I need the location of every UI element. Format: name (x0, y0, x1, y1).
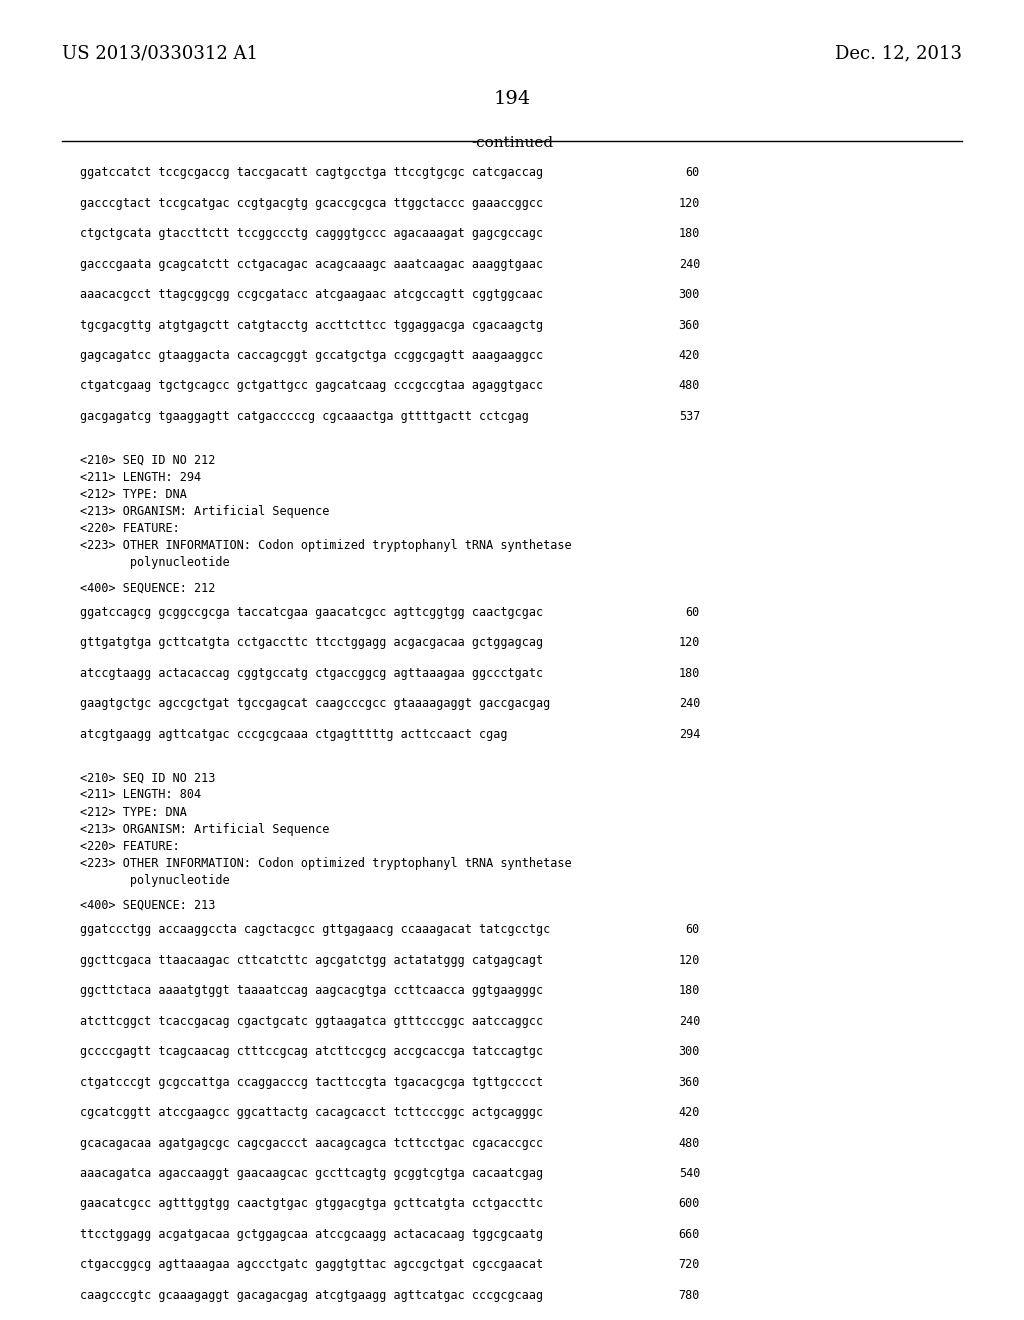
Text: <213> ORGANISM: Artificial Sequence: <213> ORGANISM: Artificial Sequence (80, 822, 330, 836)
Text: 60: 60 (686, 924, 700, 936)
Text: 780: 780 (679, 1288, 700, 1302)
Text: gccccgagtt tcagcaacag ctttccgcag atcttccgcg accgcaccga tatccagtgc: gccccgagtt tcagcaacag ctttccgcag atcttcc… (80, 1045, 543, 1059)
Text: 294: 294 (679, 727, 700, 741)
Text: 480: 480 (679, 1137, 700, 1150)
Text: Dec. 12, 2013: Dec. 12, 2013 (835, 45, 962, 63)
Text: ctgatcgaag tgctgcagcc gctgattgcc gagcatcaag cccgccgtaa agaggtgacc: ctgatcgaag tgctgcagcc gctgattgcc gagcatc… (80, 379, 543, 392)
Text: <212> TYPE: DNA: <212> TYPE: DNA (80, 805, 186, 818)
Text: <210> SEQ ID NO 212: <210> SEQ ID NO 212 (80, 454, 215, 467)
Text: atcgtgaagg agttcatgac cccgcgcaaa ctgagtttttg acttccaact cgag: atcgtgaagg agttcatgac cccgcgcaaa ctgagtt… (80, 727, 508, 741)
Text: gagcagatcc gtaaggacta caccagcggt gccatgctga ccggcgagtt aaagaaggcc: gagcagatcc gtaaggacta caccagcggt gccatgc… (80, 348, 543, 362)
Text: gacccgaata gcagcatctt cctgacagac acagcaaagc aaatcaagac aaaggtgaac: gacccgaata gcagcatctt cctgacagac acagcaa… (80, 257, 543, 271)
Text: 420: 420 (679, 348, 700, 362)
Text: 120: 120 (679, 197, 700, 210)
Text: ggcttcgaca ttaacaagac cttcatcttc agcgatctgg actatatggg catgagcagt: ggcttcgaca ttaacaagac cttcatcttc agcgatc… (80, 954, 543, 968)
Text: ggatccagcg gcggccgcga taccatcgaa gaacatcgcc agttcggtgg caactgcgac: ggatccagcg gcggccgcga taccatcgaa gaacatc… (80, 606, 543, 619)
Text: polynucleotide: polynucleotide (80, 556, 229, 569)
Text: atcttcggct tcaccgacag cgactgcatc ggtaagatca gtttcccggc aatccaggcc: atcttcggct tcaccgacag cgactgcatc ggtaaga… (80, 1015, 543, 1028)
Text: 360: 360 (679, 318, 700, 331)
Text: aaacacgcct ttagcggcgg ccgcgatacc atcgaagaac atcgccagtt cggtggcaac: aaacacgcct ttagcggcgg ccgcgatacc atcgaag… (80, 288, 543, 301)
Text: ctgctgcata gtaccttctt tccggccctg cagggtgccc agacaaagat gagcgccagc: ctgctgcata gtaccttctt tccggccctg cagggtg… (80, 227, 543, 240)
Text: 180: 180 (679, 985, 700, 998)
Text: cgcatcggtt atccgaagcc ggcattactg cacagcacct tcttcccggc actgcagggc: cgcatcggtt atccgaagcc ggcattactg cacagca… (80, 1106, 543, 1119)
Text: tgcgacgttg atgtgagctt catgtacctg accttcttcc tggaggacga cgacaagctg: tgcgacgttg atgtgagctt catgtacctg accttct… (80, 318, 543, 331)
Text: 720: 720 (679, 1258, 700, 1271)
Text: 240: 240 (679, 1015, 700, 1028)
Text: <223> OTHER INFORMATION: Codon optimized tryptophanyl tRNA synthetase: <223> OTHER INFORMATION: Codon optimized… (80, 857, 571, 870)
Text: 240: 240 (679, 697, 700, 710)
Text: caagcccgtc gcaaagaggt gacagacgag atcgtgaagg agttcatgac cccgcgcaag: caagcccgtc gcaaagaggt gacagacgag atcgtga… (80, 1288, 543, 1302)
Text: ctgaccggcg agttaaagaa agccctgatc gaggtgttac agccgctgat cgccgaacat: ctgaccggcg agttaaagaa agccctgatc gaggtgt… (80, 1258, 543, 1271)
Text: <400> SEQUENCE: 212: <400> SEQUENCE: 212 (80, 581, 215, 594)
Text: polynucleotide: polynucleotide (80, 874, 229, 887)
Text: 360: 360 (679, 1076, 700, 1089)
Text: ggatccctgg accaaggccta cagctacgcc gttgagaacg ccaaagacat tatcgcctgc: ggatccctgg accaaggccta cagctacgcc gttgag… (80, 924, 550, 936)
Text: 180: 180 (679, 667, 700, 680)
Text: -continued: -continued (471, 136, 553, 150)
Text: gttgatgtga gcttcatgta cctgaccttc ttcctggagg acgacgacaa gctggagcag: gttgatgtga gcttcatgta cctgaccttc ttcctgg… (80, 636, 543, 649)
Text: <220> FEATURE:: <220> FEATURE: (80, 840, 180, 853)
Text: atccgtaagg actacaccag cggtgccatg ctgaccggcg agttaaagaa ggccctgatc: atccgtaagg actacaccag cggtgccatg ctgaccg… (80, 667, 543, 680)
Text: 540: 540 (679, 1167, 700, 1180)
Text: <213> ORGANISM: Artificial Sequence: <213> ORGANISM: Artificial Sequence (80, 506, 330, 517)
Text: 480: 480 (679, 379, 700, 392)
Text: <210> SEQ ID NO 213: <210> SEQ ID NO 213 (80, 771, 215, 784)
Text: 120: 120 (679, 636, 700, 649)
Text: <220> FEATURE:: <220> FEATURE: (80, 523, 180, 535)
Text: ctgatcccgt gcgccattga ccaggacccg tacttccgta tgacacgcga tgttgcccct: ctgatcccgt gcgccattga ccaggacccg tacttcc… (80, 1076, 543, 1089)
Text: gacgagatcg tgaaggagtt catgacccccg cgcaaactga gttttgactt cctcgag: gacgagatcg tgaaggagtt catgacccccg cgcaaa… (80, 411, 528, 422)
Text: 180: 180 (679, 227, 700, 240)
Text: <211> LENGTH: 804: <211> LENGTH: 804 (80, 788, 201, 801)
Text: ttcctggagg acgatgacaa gctggagcaa atccgcaagg actacacaag tggcgcaatg: ttcctggagg acgatgacaa gctggagcaa atccgca… (80, 1228, 543, 1241)
Text: 600: 600 (679, 1197, 700, 1210)
Text: <212> TYPE: DNA: <212> TYPE: DNA (80, 488, 186, 500)
Text: <223> OTHER INFORMATION: Codon optimized tryptophanyl tRNA synthetase: <223> OTHER INFORMATION: Codon optimized… (80, 540, 571, 552)
Text: <211> LENGTH: 294: <211> LENGTH: 294 (80, 471, 201, 483)
Text: <400> SEQUENCE: 213: <400> SEQUENCE: 213 (80, 899, 215, 912)
Text: 240: 240 (679, 257, 700, 271)
Text: 420: 420 (679, 1106, 700, 1119)
Text: 537: 537 (679, 411, 700, 422)
Text: ggatccatct tccgcgaccg taccgacatt cagtgcctga ttccgtgcgc catcgaccag: ggatccatct tccgcgaccg taccgacatt cagtgcc… (80, 166, 543, 180)
Text: aaacagatca agaccaaggt gaacaagcac gccttcagtg gcggtcgtga cacaatcgag: aaacagatca agaccaaggt gaacaagcac gccttca… (80, 1167, 543, 1180)
Text: ggcttctaca aaaatgtggt taaaatccag aagcacgtga ccttcaacca ggtgaagggc: ggcttctaca aaaatgtggt taaaatccag aagcacg… (80, 985, 543, 998)
Text: 194: 194 (494, 90, 530, 108)
Text: US 2013/0330312 A1: US 2013/0330312 A1 (62, 45, 258, 63)
Text: gaagtgctgc agccgctgat tgccgagcat caagcccgcc gtaaaagaggt gaccgacgag: gaagtgctgc agccgctgat tgccgagcat caagccc… (80, 697, 550, 710)
Text: 660: 660 (679, 1228, 700, 1241)
Text: 60: 60 (686, 606, 700, 619)
Text: 60: 60 (686, 166, 700, 180)
Text: gaacatcgcc agtttggtgg caactgtgac gtggacgtga gcttcatgta cctgaccttc: gaacatcgcc agtttggtgg caactgtgac gtggacg… (80, 1197, 543, 1210)
Text: 300: 300 (679, 1045, 700, 1059)
Text: gacccgtact tccgcatgac ccgtgacgtg gcaccgcgca ttggctaccc gaaaccggcc: gacccgtact tccgcatgac ccgtgacgtg gcaccgc… (80, 197, 543, 210)
Text: 300: 300 (679, 288, 700, 301)
Text: gcacagacaa agatgagcgc cagcgaccct aacagcagca tcttcctgac cgacaccgcc: gcacagacaa agatgagcgc cagcgaccct aacagca… (80, 1137, 543, 1150)
Text: 120: 120 (679, 954, 700, 968)
